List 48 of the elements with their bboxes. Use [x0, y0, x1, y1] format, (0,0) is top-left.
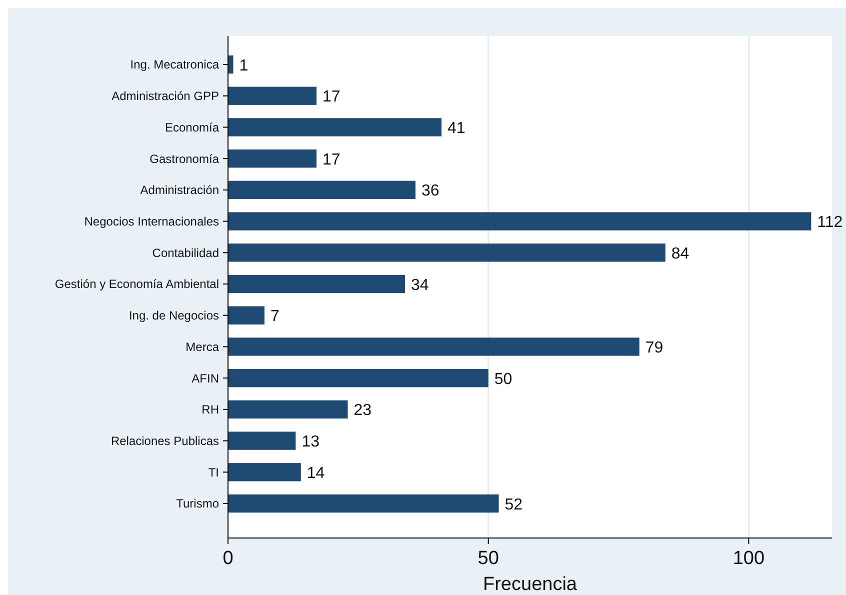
data-label: 52 — [504, 496, 523, 514]
y-tick-label: Gestión y Economía Ambiental — [54, 277, 219, 292]
bar — [228, 494, 499, 513]
y-tick-label: Relaciones Publicas — [110, 434, 219, 448]
bar — [228, 244, 666, 262]
y-tick-label: Gastronomía — [150, 152, 220, 166]
bar — [228, 212, 812, 230]
data-label: 41 — [447, 120, 466, 137]
bar — [228, 274, 406, 294]
bar — [228, 432, 296, 450]
data-label: 1 — [239, 57, 248, 74]
y-tick-label: TI — [208, 465, 219, 480]
bar — [228, 400, 348, 419]
bar — [228, 306, 264, 324]
bar — [228, 338, 640, 356]
x-axis-title: Frecuencia — [483, 574, 578, 595]
data-label: 34 — [411, 276, 429, 294]
data-label: 14 — [306, 464, 325, 482]
y-tick-label: Contabilidad — [152, 246, 219, 260]
y-tick-label: Turismo — [176, 496, 220, 511]
bar — [228, 118, 442, 136]
data-label: 79 — [645, 339, 664, 356]
data-label: 84 — [671, 245, 690, 262]
y-tick-label: Merca — [186, 340, 220, 354]
bar — [228, 86, 317, 105]
data-label: 13 — [302, 434, 320, 451]
y-tick-label: Negocios Internacionales — [84, 214, 219, 228]
data-label: 17 — [322, 88, 340, 106]
y-tick-label: Ing. de Negocios — [128, 308, 219, 323]
y-tick-label: AFIN — [192, 371, 219, 386]
y-tick-label: Administración — [140, 183, 219, 198]
data-label: 50 — [494, 370, 512, 388]
bar — [228, 180, 416, 200]
x-tick-label: 0 — [222, 548, 234, 569]
bar — [228, 368, 488, 388]
data-label: 7 — [270, 308, 280, 326]
x-tick-label: 50 — [478, 548, 499, 569]
y-tick-label: Administración GPP — [112, 89, 219, 104]
data-label: 17 — [322, 151, 340, 168]
data-label: 112 — [817, 214, 843, 232]
x-tick-label: 100 — [732, 548, 765, 569]
y-tick-label: Ing. Mecatronica — [130, 58, 220, 72]
y-tick-label: Economía — [164, 120, 220, 134]
y-tick-label: RH — [202, 402, 219, 417]
bar — [228, 463, 301, 482]
data-label: 36 — [421, 182, 440, 200]
bar — [228, 149, 317, 168]
data-label: 23 — [354, 402, 372, 420]
